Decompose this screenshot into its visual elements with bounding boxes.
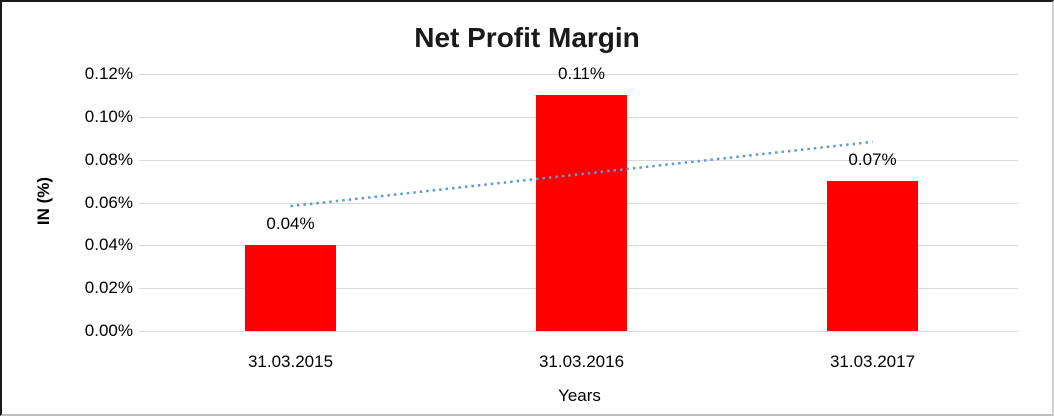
x-axis-title: Years bbox=[558, 386, 601, 405]
bar-data-label: 0.07% bbox=[848, 150, 897, 170]
y-axis-tick bbox=[139, 245, 145, 247]
y-axis-tick-label: 0.12% bbox=[84, 64, 133, 83]
y-axis-tick bbox=[139, 74, 145, 75]
bar-data-label: 0.04% bbox=[266, 214, 315, 234]
y-axis-tick bbox=[139, 288, 145, 290]
y-axis-tick-label: 0.04% bbox=[84, 235, 133, 255]
y-axis-tick bbox=[139, 116, 145, 118]
gridline bbox=[145, 74, 1018, 75]
bar bbox=[536, 95, 627, 331]
chart-title: Net Profit Margin bbox=[414, 22, 640, 53]
y-axis-tick-label: 0.00% bbox=[84, 321, 133, 340]
y-axis-tick-label: 0.02% bbox=[84, 278, 133, 298]
x-axis-tick-label: 31.03.2017 bbox=[829, 352, 916, 371]
gridline bbox=[145, 331, 1018, 332]
y-axis-tick-label: 0.10% bbox=[84, 106, 133, 126]
y-axis-tick bbox=[139, 202, 145, 204]
x-axis-tick-label: 31.03.2015 bbox=[247, 352, 334, 371]
x-axis-tick-label: 31.03.2016 bbox=[538, 352, 625, 371]
y-axis-tick bbox=[139, 159, 145, 161]
y-axis-tick-label: 0.08% bbox=[84, 149, 133, 169]
y-axis-tick bbox=[139, 331, 145, 332]
bar bbox=[245, 245, 336, 331]
bar bbox=[827, 181, 918, 331]
y-axis-tick-label: 0.06% bbox=[84, 192, 133, 212]
bar-data-label: 0.11% bbox=[558, 64, 605, 84]
